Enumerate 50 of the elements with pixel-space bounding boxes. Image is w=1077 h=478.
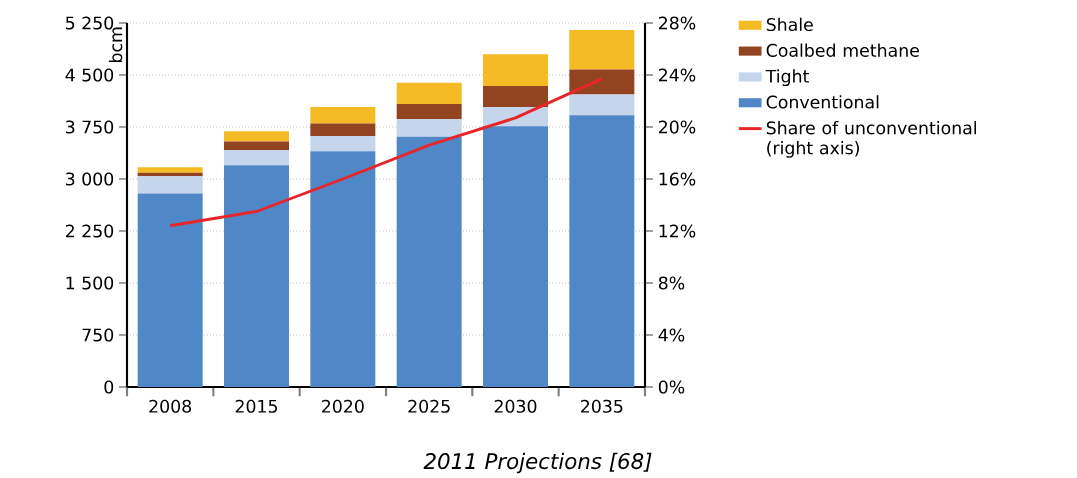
- y2-tick-label: 8%: [658, 276, 685, 290]
- bar: [137, 193, 203, 388]
- x-tick-label: 2035: [581, 399, 623, 413]
- bar: [569, 69, 635, 95]
- text: 2011 Projections [68]: [423, 452, 652, 474]
- bar: [483, 54, 548, 87]
- line-series: [168, 77, 604, 228]
- y-tick-label: 750: [82, 328, 114, 342]
- y-tick-label: 2 250: [65, 224, 114, 238]
- bar: [396, 82, 462, 105]
- bar: [396, 136, 462, 388]
- legend-label: Conventional: [766, 95, 879, 109]
- legend-label: Tight: [765, 69, 809, 87]
- y-tick-label: 3 000: [65, 172, 114, 186]
- y2-tick-label: 24%: [658, 68, 696, 82]
- bar: [569, 94, 635, 116]
- bar: [224, 149, 290, 166]
- bar: [396, 119, 462, 137]
- x-tick-label: 2015: [235, 399, 278, 413]
- bar: [224, 141, 290, 150]
- bar: [310, 136, 376, 152]
- y-tick-label: 3 750: [65, 120, 114, 134]
- bar: [396, 104, 462, 120]
- x-tick-label: 2025: [408, 399, 450, 413]
- legend-label: Share of unconventional (right axis): [766, 121, 977, 158]
- x-tick-label: 2020: [322, 399, 364, 413]
- bar: [483, 126, 548, 388]
- bar: [569, 30, 635, 70]
- y2-tick-label: 20%: [658, 120, 696, 134]
- bar: [137, 176, 203, 194]
- y2-tick-label: 4%: [658, 328, 685, 342]
- bar: [137, 167, 203, 173]
- legend-label: Shale: [766, 17, 813, 32]
- y-tick-label: 1 500: [66, 276, 114, 290]
- y-tick-label: 4 500: [65, 68, 114, 82]
- bar: [310, 123, 376, 137]
- bar: [569, 115, 635, 388]
- bar: [224, 131, 290, 142]
- bar: [310, 107, 376, 124]
- bar: [483, 86, 548, 107]
- y2-tick-label: 28%: [658, 16, 696, 30]
- x-tick-label: 2008: [149, 399, 192, 413]
- y2-tick-label: 0%: [658, 380, 685, 394]
- y2-tick-label: 12%: [659, 224, 696, 238]
- y-tick-label: 0: [104, 380, 114, 394]
- x-tick-label: 2030: [494, 399, 537, 413]
- legend-label: Coalbed methane: [766, 43, 919, 58]
- bar: [310, 151, 376, 388]
- y2-tick-label: 16%: [659, 172, 696, 186]
- bar: [224, 165, 290, 388]
